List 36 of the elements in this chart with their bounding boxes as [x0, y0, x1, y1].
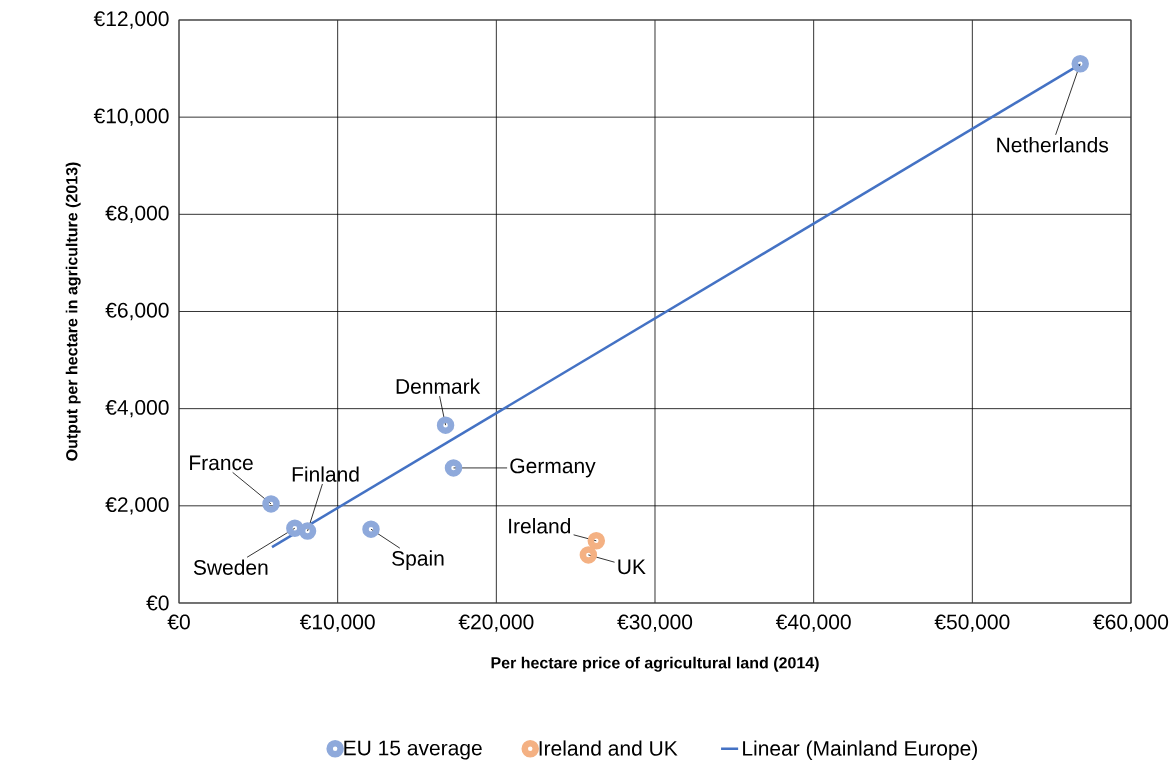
point — [579, 546, 598, 564]
legend-label: Ireland and UK — [539, 740, 678, 756]
y-axis-title: Output per hectare in agriculture (2013) — [65, 162, 81, 461]
y-tick-label: €8,000 — [105, 205, 169, 223]
annotation: Denmark — [396, 378, 481, 394]
x-tick-label: €0 — [167, 614, 190, 630]
x-tick-label: €30,000 — [617, 614, 693, 632]
y-tick-label: €10,000 — [93, 108, 169, 126]
annotation: Ireland — [509, 518, 571, 534]
point — [436, 416, 455, 434]
x-tick-label: €10,000 — [299, 614, 375, 632]
y-tick-label: €2,000 — [105, 497, 169, 515]
point — [362, 520, 380, 538]
point — [262, 495, 280, 513]
point — [1071, 54, 1089, 73]
y-tick-label: €4,000 — [105, 399, 169, 418]
y-tick-label: €12,000 — [93, 11, 169, 29]
annotation: Germany — [510, 458, 596, 478]
y-tick-label: €0 — [146, 595, 169, 611]
annotation: Spain — [392, 550, 444, 570]
legend-label: EU 15 average — [344, 740, 482, 760]
x-tick-label: €40,000 — [775, 614, 851, 632]
x-tick-label: €60,000 — [1093, 614, 1169, 632]
annotation: Netherlands — [997, 137, 1109, 153]
x-tick-label: €20,000 — [458, 614, 534, 632]
legend-label: Linear (Mainland Europe) — [743, 740, 977, 760]
annotation: France — [190, 455, 253, 471]
annotation: UK — [618, 559, 646, 575]
x-tick-label: €50,000 — [934, 614, 1010, 632]
point — [298, 522, 317, 540]
point — [286, 519, 304, 537]
y-tick-label: €6,000 — [105, 302, 169, 321]
x-axis-title: Per hectare price of agricultural land (2014) — [491, 656, 819, 672]
point — [587, 532, 606, 550]
annotation: Sweden — [193, 559, 268, 575]
point — [444, 459, 463, 477]
